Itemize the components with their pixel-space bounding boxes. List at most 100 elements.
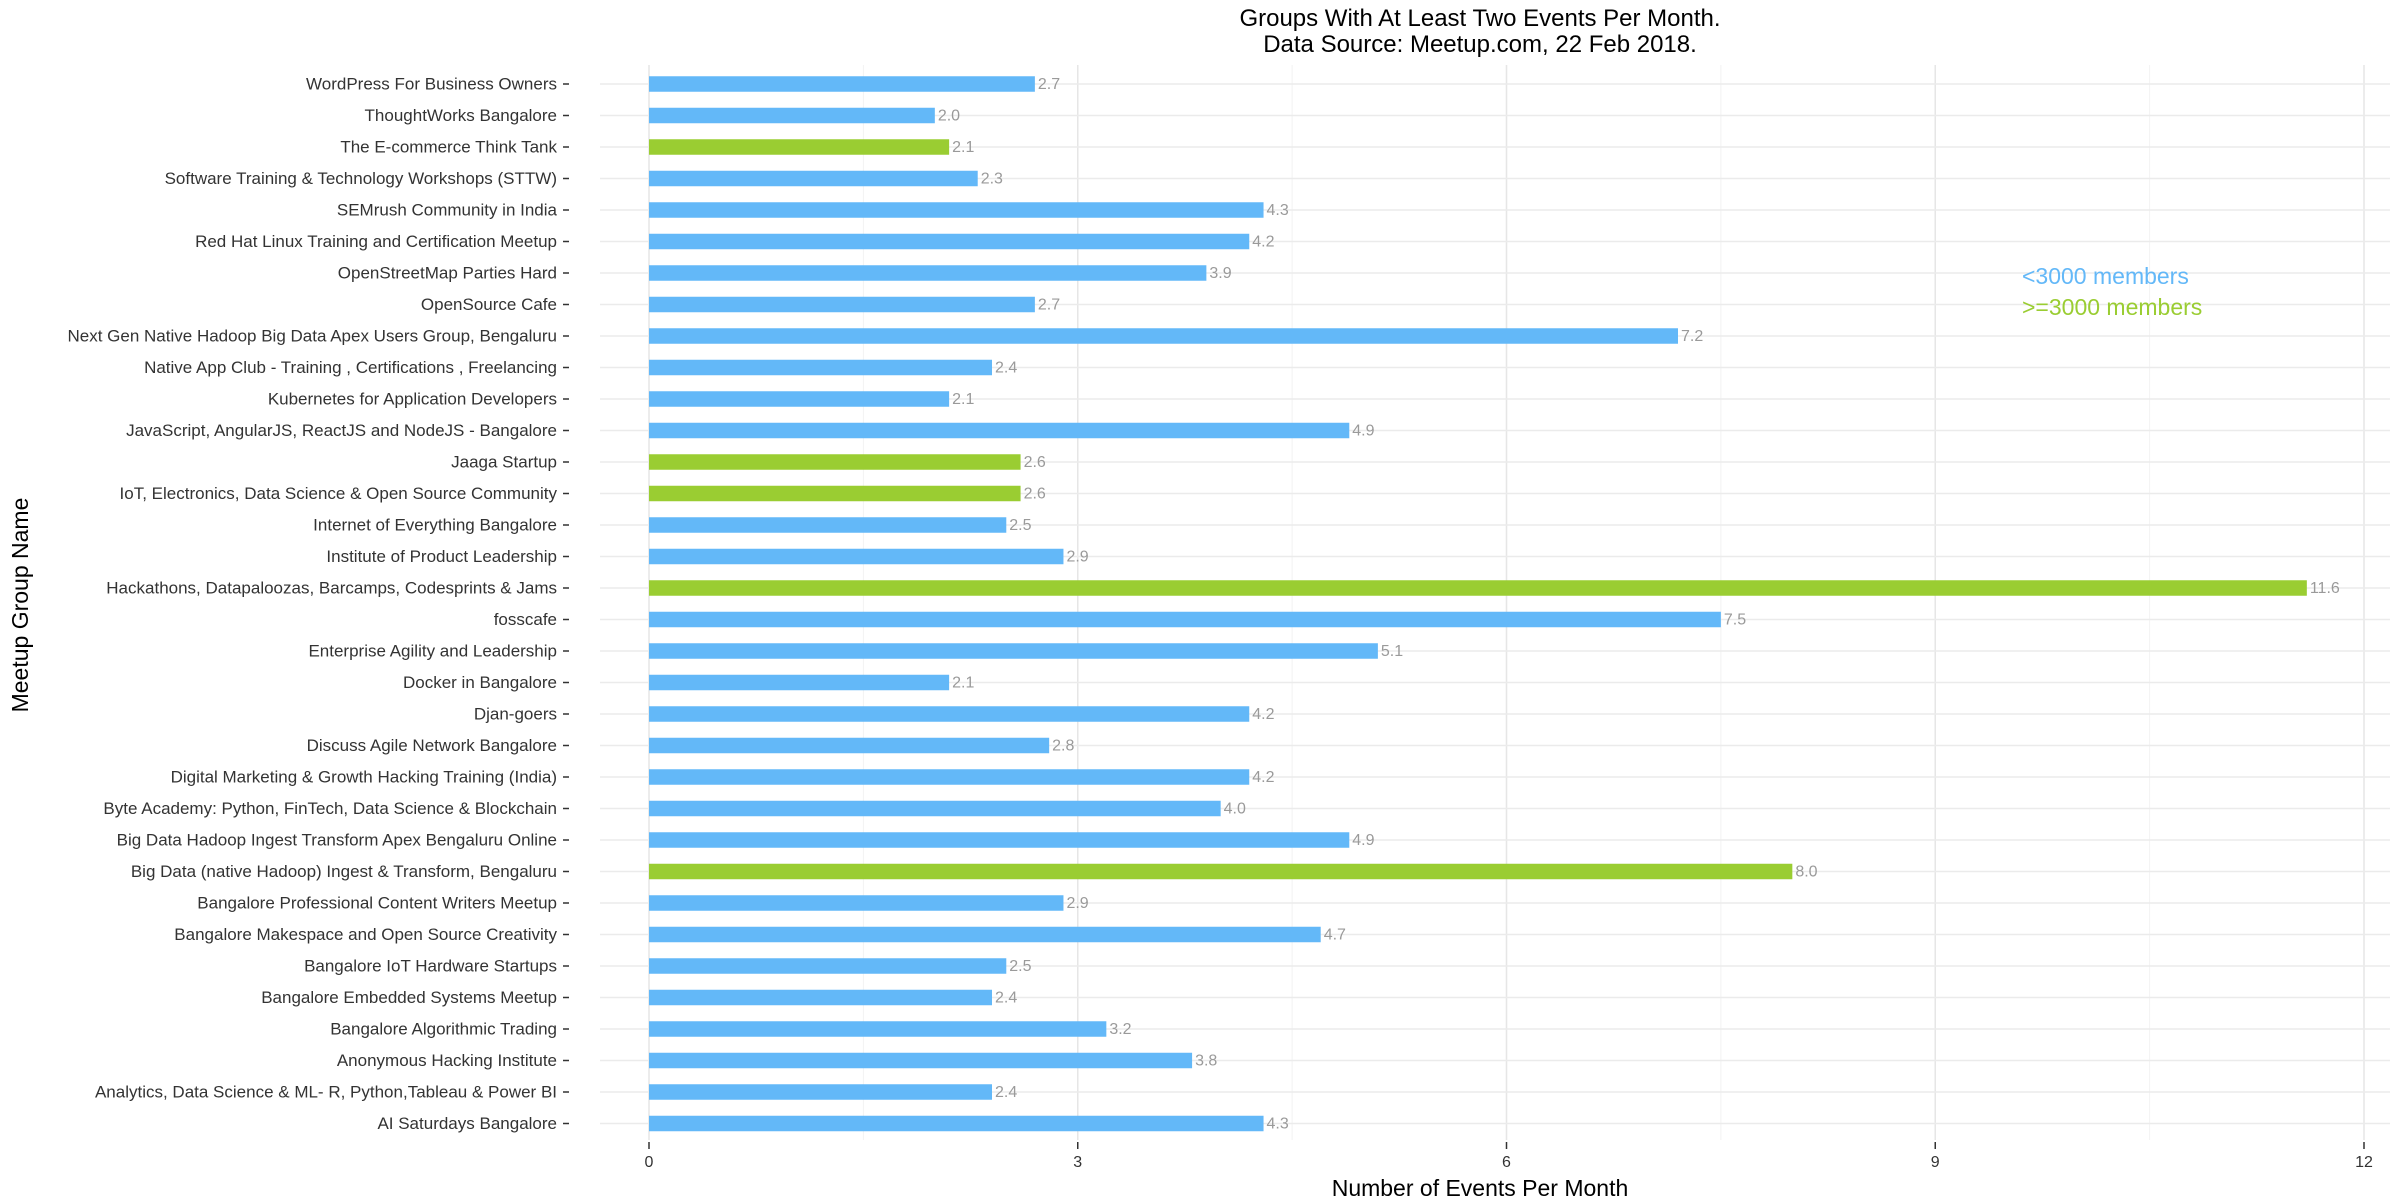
bar-value-label: 2.4 — [995, 990, 1017, 1007]
chart-title: Groups With At Least Two Events Per Mont… — [1239, 5, 1720, 32]
category-label: Big Data (native Hadoop) Ingest & Transf… — [131, 862, 557, 881]
x-tick-label: 12 — [2355, 1154, 2373, 1171]
bar — [649, 107, 935, 124]
bar — [649, 139, 950, 155]
category-label: Institute of Product Leadership — [326, 547, 557, 566]
bar-value-label: 4.9 — [1352, 423, 1374, 440]
grid — [600, 65, 2390, 1140]
bar-value-label: 2.5 — [1009, 958, 1031, 975]
bar — [649, 517, 1007, 533]
bars: 2.7 2.0 2.1 2.3 4.3 4.2 3.9 2.7 7.2 2.4 2.1 4.9 2.6 2… — [649, 76, 2340, 1133]
bar — [649, 1115, 1264, 1132]
bar-value-label: 4.2 — [1252, 234, 1274, 251]
bar — [649, 454, 1021, 470]
bar-value-label: 11.6 — [2310, 580, 2340, 597]
bar — [649, 548, 1064, 565]
bar-value-label: 3.2 — [1109, 1021, 1131, 1038]
bar — [649, 737, 1050, 754]
category-label: Docker in Bangalore — [403, 673, 557, 692]
bar — [649, 863, 1793, 880]
category-label: ThoughtWorks Bangalore — [365, 106, 557, 125]
category-label: Bangalore Algorithmic Trading — [330, 1019, 557, 1038]
bar-value-label: 3.8 — [1195, 1053, 1217, 1070]
legend-entry-large: >=3000 members — [2022, 294, 2202, 320]
category-label: Discuss Agile Network Bangalore — [307, 736, 557, 755]
bar-value-label: 2.7 — [1038, 297, 1060, 314]
bar-value-label: 2.6 — [1024, 454, 1046, 471]
bar-value-label: 2.4 — [995, 360, 1017, 377]
bar — [649, 391, 950, 407]
bar — [649, 485, 1021, 502]
category-label: Internet of Everything Bangalore — [313, 515, 557, 534]
bar-value-label: 2.4 — [995, 1084, 1017, 1101]
bar-value-label: 2.1 — [952, 675, 974, 692]
bar — [649, 170, 978, 187]
x-tick-label: 3 — [1073, 1154, 1082, 1171]
bar-value-label: 2.9 — [1066, 895, 1088, 912]
bar — [649, 769, 1250, 785]
bar — [649, 800, 1221, 817]
titles: Groups With At Least Two Events Per Mont… — [7, 5, 1721, 1200]
bar-value-label: 2.3 — [981, 171, 1003, 188]
x-axis-title: Number of Events Per Month — [1332, 1175, 1629, 1200]
x-tick-label: 9 — [1931, 1154, 1940, 1171]
category-label: Byte Academy: Python, FinTech, Data Scie… — [103, 799, 557, 818]
category-label: Anonymous Hacking Institute — [337, 1051, 557, 1070]
bar-value-label: 3.9 — [1209, 265, 1231, 282]
bar — [649, 895, 1064, 911]
bar-value-label: 4.3 — [1267, 202, 1289, 219]
bar — [649, 674, 950, 691]
bar — [649, 1084, 992, 1100]
bar-value-label: 2.8 — [1052, 738, 1074, 755]
category-label: WordPress For Business Owners — [306, 74, 557, 93]
bar — [649, 1052, 1193, 1069]
category-label: The E-commerce Think Tank — [340, 137, 557, 156]
bar — [649, 611, 1721, 628]
bar — [649, 706, 1250, 722]
category-label: Bangalore Embedded Systems Meetup — [261, 988, 557, 1007]
bar — [649, 1021, 1107, 1037]
legend-entry-small: <3000 members — [2022, 263, 2189, 289]
category-label: JavaScript, AngularJS, ReactJS and NodeJ… — [126, 421, 557, 440]
bar-value-label: 4.3 — [1267, 1116, 1289, 1133]
category-label: Kubernetes for Application Developers — [268, 389, 557, 408]
category-label: Software Training & Technology Workshops… — [165, 169, 557, 188]
bar — [649, 926, 1321, 943]
bar-value-label: 7.5 — [1724, 612, 1746, 629]
bar — [649, 359, 992, 376]
bar — [649, 265, 1207, 281]
bar-value-label: 4.7 — [1324, 927, 1346, 944]
x-tick-label: 0 — [645, 1154, 654, 1171]
bar — [649, 989, 992, 1006]
category-label: Hackathons, Datapaloozas, Barcamps, Code… — [106, 578, 557, 597]
category-label: Native App Club - Training , Certificati… — [144, 358, 557, 377]
bar — [649, 832, 1350, 848]
bar-value-label: 5.1 — [1381, 643, 1403, 660]
x-axis-ticks: 0 3 6 9 12 — [645, 1142, 2373, 1171]
bar-value-label: 2.5 — [1009, 517, 1031, 534]
bar — [649, 643, 1378, 659]
category-label: OpenStreetMap Parties Hard — [338, 263, 557, 282]
category-label: Bangalore Makespace and Open Source Crea… — [174, 925, 557, 944]
bar — [649, 422, 1350, 439]
category-label: Bangalore Professional Content Writers M… — [197, 893, 557, 912]
category-label: fosscafe — [494, 610, 557, 629]
bar — [649, 233, 1250, 250]
bar-value-label: 2.7 — [1038, 76, 1060, 93]
bar-value-label: 8.0 — [1795, 864, 1817, 881]
category-label: OpenSource Cafe — [421, 295, 557, 314]
category-label: IoT, Electronics, Data Science & Open So… — [120, 484, 558, 503]
bar — [649, 202, 1264, 218]
category-label: Digital Marketing & Growth Hacking Train… — [171, 767, 557, 786]
category-label: Next Gen Native Hadoop Big Data Apex Use… — [68, 326, 558, 345]
bar-value-label: 2.6 — [1024, 486, 1046, 503]
legend: <3000 members >=3000 members — [2022, 263, 2202, 320]
bar — [649, 296, 1035, 313]
bar — [649, 328, 1678, 344]
category-label: Jaaga Startup — [451, 452, 557, 471]
bar — [649, 580, 2307, 596]
bar — [649, 76, 1035, 92]
bar-value-label: 4.0 — [1224, 801, 1246, 818]
bar-value-label: 7.2 — [1681, 328, 1703, 345]
